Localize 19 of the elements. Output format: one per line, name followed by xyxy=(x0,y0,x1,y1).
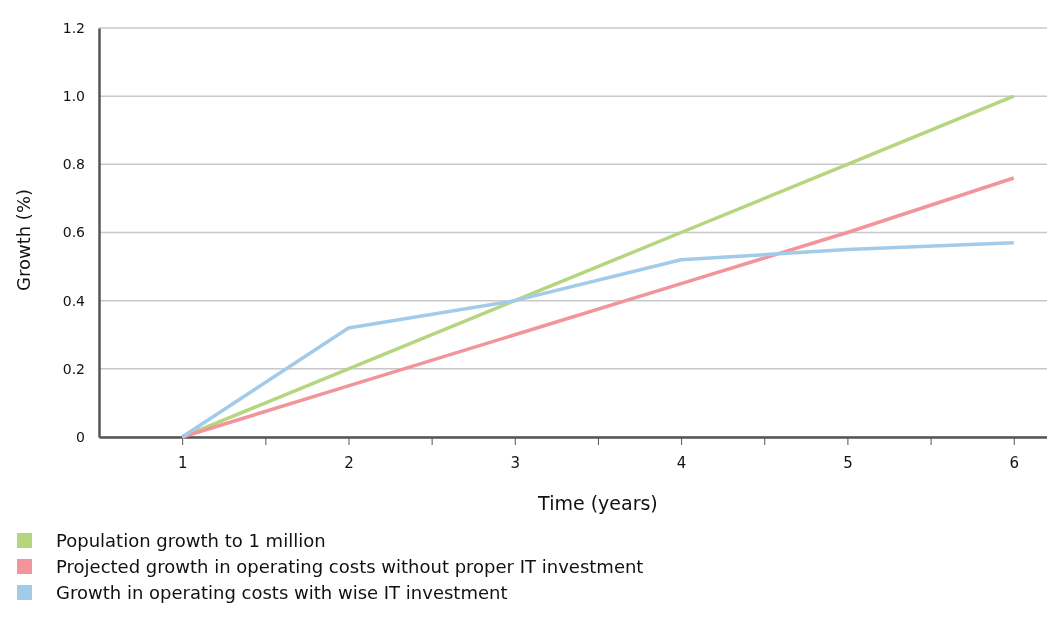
line-series xyxy=(180,240,1016,439)
y-axis-title: Growth (%) xyxy=(13,188,34,292)
y-tick-label: 0.4 xyxy=(62,292,86,309)
x-tick-label: 3 xyxy=(510,453,521,472)
x-axis-title: Time (years) xyxy=(537,492,658,514)
x-tick-label: 4 xyxy=(676,453,687,472)
y-tick-label: 0.8 xyxy=(62,156,85,173)
x-tick-label: 1 xyxy=(177,453,188,472)
x-tick-label: 2 xyxy=(344,453,354,472)
x-tick-label: 6 xyxy=(1009,453,1020,472)
y-tick-label: 0.6 xyxy=(62,224,86,241)
y-tick-label: 0.2 xyxy=(62,360,85,377)
legend-label: Projected growth in operating costs without proper IT investment xyxy=(56,556,644,577)
y-tick-label: 1.2 xyxy=(62,19,85,36)
x-tick-label: 5 xyxy=(843,453,853,472)
legend-label: Growth in operating costs with wise IT investment xyxy=(56,582,508,603)
y-tick-label: 0 xyxy=(76,428,85,445)
legend-label: Population growth to 1 million xyxy=(56,530,326,551)
y-tick-label: 1.0 xyxy=(62,88,85,105)
